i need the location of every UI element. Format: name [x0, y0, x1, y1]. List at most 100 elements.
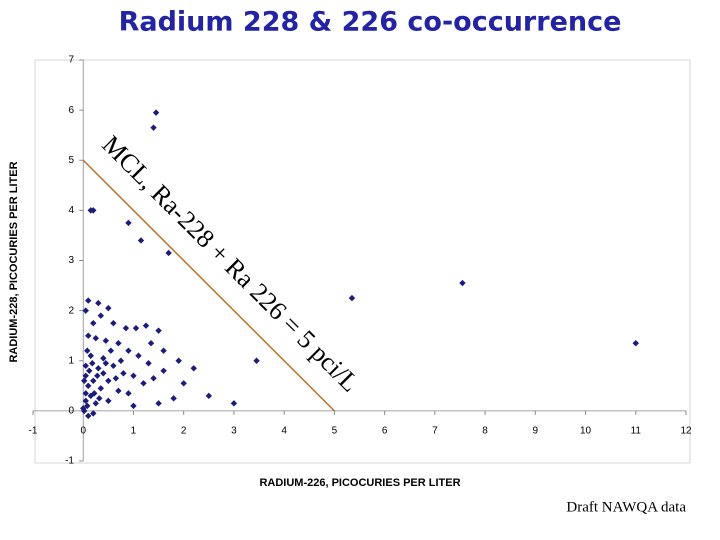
- data-point: [82, 372, 89, 379]
- data-point: [82, 362, 89, 369]
- data-point: [150, 375, 157, 382]
- data-point: [253, 357, 260, 364]
- data-point: [105, 304, 112, 312]
- x-tick-label: 5: [332, 426, 338, 437]
- data-point: [102, 337, 110, 344]
- data-point: [110, 319, 117, 327]
- data-point: [91, 390, 98, 397]
- data-point: [120, 370, 127, 377]
- data-point: [115, 340, 122, 347]
- data-point: [82, 390, 89, 397]
- data-point: [190, 365, 197, 372]
- y-tick-label: 2: [68, 305, 74, 316]
- data-point: [135, 352, 142, 359]
- data-point: [155, 327, 162, 334]
- data-point: [175, 357, 182, 364]
- data-point: [117, 357, 125, 364]
- x-tick-label: 6: [382, 426, 388, 437]
- data-point: [84, 402, 91, 410]
- data-point: [112, 375, 120, 382]
- data-point: [125, 219, 132, 227]
- data-point: [632, 340, 639, 347]
- data-point: [85, 412, 92, 420]
- x-tick-label: -1: [29, 426, 38, 437]
- data-point: [92, 400, 99, 407]
- data-point: [160, 367, 167, 374]
- x-tick-label: 4: [281, 426, 287, 437]
- data-point: [90, 207, 97, 214]
- data-point: [105, 397, 112, 405]
- x-tick-label: 12: [680, 426, 692, 437]
- data-point: [125, 390, 132, 397]
- data-point: [459, 279, 466, 287]
- data-point: [97, 312, 105, 319]
- y-tick-label: 1: [68, 355, 74, 366]
- data-point: [142, 322, 150, 329]
- data-point: [97, 385, 105, 392]
- data-point: [137, 237, 145, 244]
- data-point: [100, 370, 107, 377]
- data-point: [205, 392, 213, 400]
- data-point: [85, 297, 92, 304]
- data-point: [130, 402, 137, 410]
- y-tick-label: 6: [68, 105, 74, 116]
- data-point: [122, 324, 130, 332]
- data-point: [92, 334, 99, 342]
- data-point: [152, 109, 160, 116]
- data-point: [90, 377, 97, 384]
- data-point: [84, 347, 91, 354]
- y-tick-label: 0: [68, 406, 74, 417]
- data-point: [95, 299, 102, 307]
- data-point: [107, 347, 115, 354]
- data-point: [132, 324, 140, 332]
- x-tick-label: 8: [482, 426, 488, 437]
- footer-note: Draft NAWQA data: [566, 499, 686, 515]
- x-tick-label: 9: [533, 426, 539, 437]
- y-tick-label: 5: [68, 155, 74, 166]
- data-point: [105, 377, 112, 384]
- x-axis-label: RADIUM-226, PICOCURIES PER LITER: [259, 477, 460, 489]
- data-point: [87, 352, 94, 359]
- x-tick-label: 10: [580, 426, 592, 437]
- chart-title: Radium 228 & 226 co-occurrence: [119, 7, 622, 38]
- data-point: [160, 347, 167, 354]
- data-point: [165, 249, 172, 257]
- data-point: [96, 395, 103, 402]
- x-tick-label: 7: [432, 426, 438, 437]
- data-point: [140, 380, 147, 387]
- y-tick-label: 7: [68, 55, 74, 66]
- data-point: [82, 307, 89, 314]
- data-point: [85, 382, 92, 390]
- data-point: [155, 400, 162, 407]
- y-tick-label: -1: [65, 456, 74, 467]
- y-tick-label: 4: [68, 205, 74, 216]
- data-point: [150, 124, 157, 131]
- data-point: [94, 372, 101, 379]
- data-point: [110, 362, 117, 369]
- data-point: [85, 332, 92, 339]
- data-point: [95, 365, 102, 372]
- data-point: [90, 410, 97, 417]
- data-point: [115, 387, 122, 395]
- data-point: [230, 400, 238, 407]
- y-tick-label: 3: [68, 255, 74, 266]
- data-point: [147, 340, 155, 347]
- data-point: [89, 360, 96, 367]
- mcl-annotation: MCL, Ra-228 + Ra 226 = 5 pci/L: [96, 130, 364, 398]
- data-point: [82, 397, 89, 405]
- data-point: [130, 372, 137, 379]
- data-point: [80, 405, 87, 412]
- data-point: [145, 360, 152, 367]
- data-point: [180, 380, 187, 387]
- x-tick-label: 3: [231, 426, 237, 437]
- data-point: [170, 395, 177, 402]
- data-point: [90, 319, 97, 327]
- mcl-line: [82, 159, 335, 412]
- data-point: [81, 377, 88, 384]
- x-tick-label: 11: [631, 426, 642, 437]
- data-point: [102, 360, 110, 367]
- data-point: [348, 294, 356, 302]
- data-point: [86, 367, 93, 374]
- x-tick-label: 2: [181, 426, 187, 437]
